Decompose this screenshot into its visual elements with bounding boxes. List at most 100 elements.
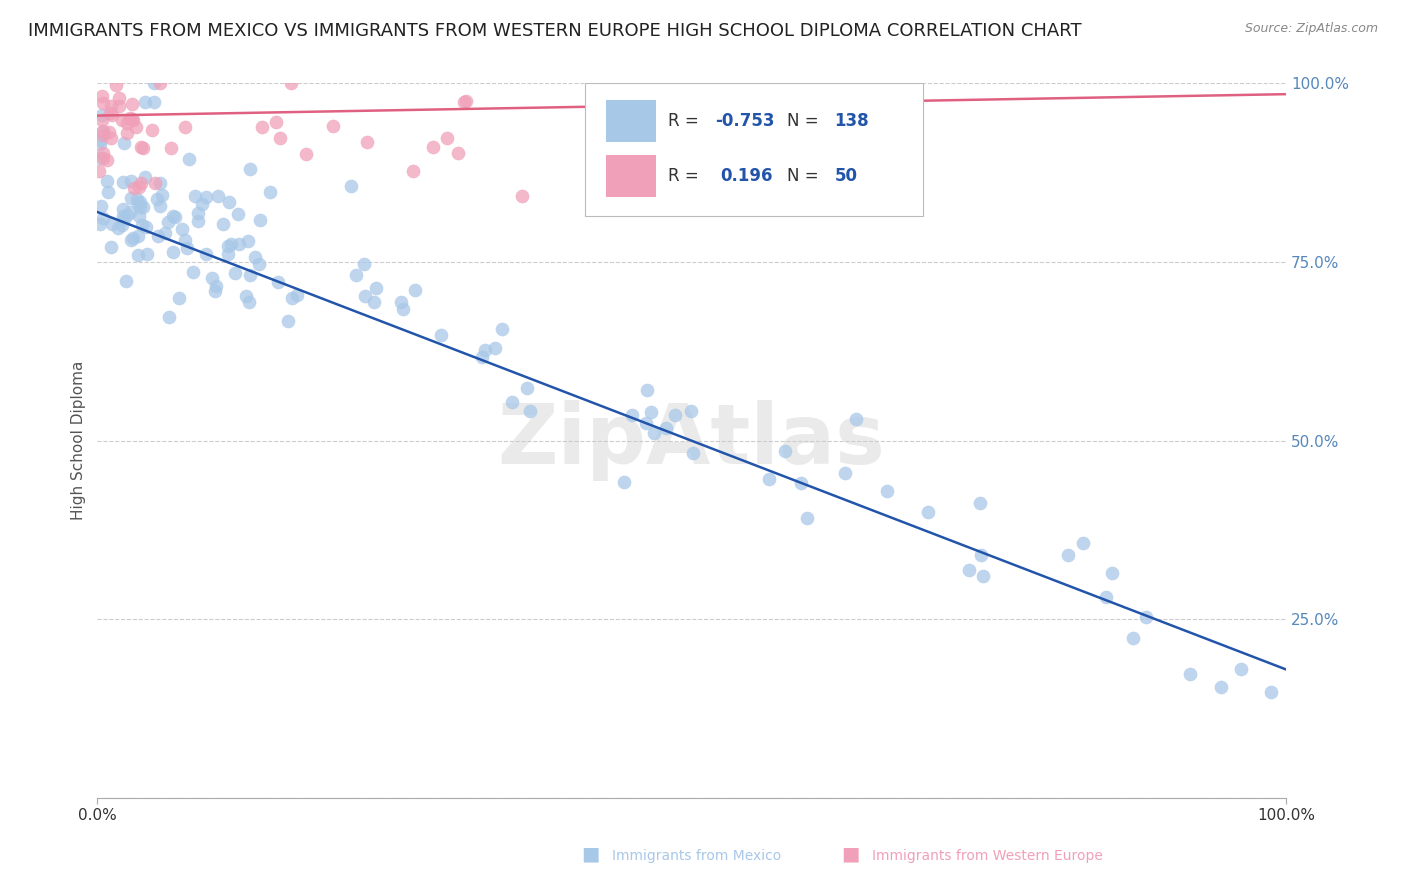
Point: [96, 174, 118, 188]
Point: [970, 549, 993, 563]
Point: [876, 483, 898, 498]
Point: [162, 209, 184, 223]
FancyBboxPatch shape: [585, 84, 924, 216]
Point: [640, 405, 662, 419]
Point: [585, 153, 607, 168]
Point: [218, 194, 240, 209]
Point: [125, 192, 148, 206]
Point: [207, 189, 229, 203]
Point: [187, 213, 209, 227]
Point: [111, 175, 134, 189]
Point: [238, 295, 260, 310]
Point: [91, 124, 114, 138]
Text: -0.753: -0.753: [716, 112, 775, 130]
Point: [101, 217, 124, 231]
Point: [167, 291, 190, 305]
Point: [1122, 631, 1144, 645]
Point: [129, 140, 152, 154]
Point: [153, 226, 176, 240]
Point: [120, 191, 142, 205]
Point: [90, 125, 112, 139]
Point: [643, 426, 665, 441]
Point: [91, 151, 114, 165]
Point: [98, 105, 121, 120]
Point: [107, 220, 129, 235]
Point: [249, 213, 271, 227]
Point: [1260, 685, 1282, 699]
Text: ■: ■: [581, 845, 600, 863]
Point: [121, 173, 143, 187]
Point: [217, 246, 239, 260]
Point: [97, 185, 120, 199]
Point: [354, 289, 377, 303]
Point: [121, 112, 143, 126]
Point: [87, 164, 110, 178]
Point: [447, 145, 470, 160]
Point: [613, 475, 636, 490]
Point: [436, 131, 458, 145]
Point: [456, 94, 478, 108]
Point: [474, 343, 496, 358]
Point: [134, 95, 156, 109]
Point: [111, 202, 134, 216]
Text: Source: ZipAtlas.com: Source: ZipAtlas.com: [1244, 22, 1378, 36]
Point: [453, 95, 475, 109]
Point: [128, 179, 150, 194]
Point: [173, 233, 195, 247]
Point: [620, 409, 643, 423]
Point: [149, 77, 172, 91]
Point: [187, 206, 209, 220]
Point: [97, 124, 120, 138]
Point: [238, 234, 260, 248]
Point: [115, 116, 138, 130]
Point: [91, 128, 114, 143]
Point: [91, 211, 114, 226]
Point: [183, 265, 205, 279]
Point: [969, 496, 991, 510]
Point: [195, 190, 218, 204]
Point: [277, 314, 299, 328]
Point: [392, 301, 415, 316]
Point: [972, 569, 994, 583]
Point: [957, 563, 980, 577]
Point: [131, 218, 153, 232]
Point: [143, 176, 166, 190]
Point: [122, 113, 145, 128]
Point: [105, 78, 128, 93]
Point: [238, 268, 260, 283]
Point: [174, 120, 197, 134]
Point: [148, 228, 170, 243]
Point: [1057, 548, 1080, 562]
Point: [471, 350, 494, 364]
Point: [112, 211, 135, 226]
Point: [107, 99, 129, 113]
Point: [124, 120, 146, 134]
Point: [127, 196, 149, 211]
Point: [120, 205, 142, 219]
Point: [91, 112, 114, 127]
Point: [1135, 609, 1157, 624]
Point: [516, 380, 538, 394]
Text: 138: 138: [834, 112, 869, 130]
Text: ■: ■: [841, 845, 860, 863]
Point: [363, 295, 385, 310]
Point: [146, 192, 169, 206]
FancyBboxPatch shape: [606, 155, 657, 197]
Point: [655, 421, 678, 435]
Point: [135, 219, 157, 234]
Point: [201, 270, 224, 285]
Point: [122, 181, 145, 195]
Point: [157, 310, 180, 324]
Point: [149, 199, 172, 213]
Point: [758, 472, 780, 486]
Point: [172, 221, 194, 235]
Point: [111, 209, 134, 223]
Point: [339, 178, 361, 193]
Point: [89, 217, 111, 231]
Point: [834, 466, 856, 480]
Point: [176, 241, 198, 255]
Point: [217, 238, 239, 252]
Point: [184, 188, 207, 202]
Text: Immigrants from Mexico: Immigrants from Mexico: [612, 849, 780, 863]
Point: [107, 91, 129, 105]
